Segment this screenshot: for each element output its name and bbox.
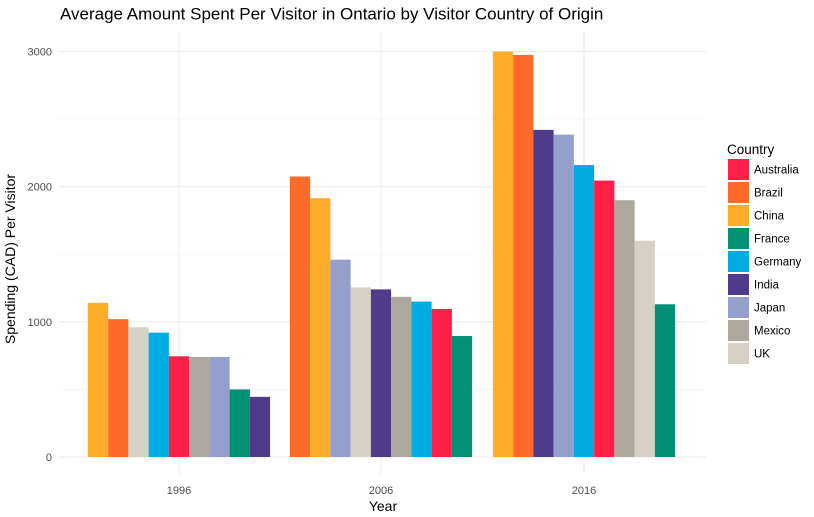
bar-germany-2006 (411, 301, 432, 457)
bar-china-2006 (310, 198, 331, 458)
bar-china-1996 (87, 302, 109, 457)
bar-japan-1996 (209, 356, 230, 457)
y-axis-label: Spending (CAD) Per Visitor (2, 174, 18, 344)
x-axis-ticks: 1996 2006 2016 (167, 485, 596, 497)
bar-brazil-2016 (513, 54, 534, 458)
legend-label-uk: UK (754, 349, 770, 361)
bar-japan-2006 (330, 259, 351, 457)
bar-japan-2016 (553, 134, 574, 457)
bar-france-2006 (451, 336, 473, 457)
bar-france-1996 (229, 389, 250, 457)
bar-uk-1996 (128, 327, 149, 457)
chart-title: Average Amount Spent Per Visitor in Onta… (60, 5, 603, 24)
x-tick-label: 2016 (572, 485, 596, 497)
bar-australia-2006 (431, 308, 452, 457)
legend-swatch-mexico (728, 320, 749, 341)
y-tick-label: 2000 (28, 182, 52, 194)
legend-swatch-japan (728, 297, 749, 318)
bar-brazil-1996 (108, 319, 129, 457)
legend-label-mexico: Mexico (754, 326, 790, 338)
bar-brazil-2006 (289, 176, 311, 457)
legend-swatch-china (728, 205, 749, 226)
bar-mexico-1996 (189, 356, 210, 457)
legend-items: Australia Brazil China France Germany India Ja… (728, 159, 802, 364)
bar-australia-2016 (594, 180, 615, 457)
y-axis-ticks: 0 1000 2000 3000 (28, 47, 52, 465)
legend-label-brazil: Brazil (754, 188, 783, 200)
legend-swatch-australia (728, 159, 749, 180)
bar-india-1996 (249, 396, 271, 457)
bar-india-2016 (533, 129, 554, 457)
bar-germany-1996 (148, 332, 169, 457)
bar-france-2016 (654, 304, 676, 457)
legend-swatch-uk (728, 343, 749, 364)
legend-label-japan: Japan (754, 303, 785, 315)
bar-mexico-2016 (614, 200, 635, 457)
x-tick-label: 1996 (167, 485, 191, 497)
legend-label-france: France (754, 234, 790, 246)
bar-uk-2006 (350, 287, 371, 457)
legend-label-australia: Australia (754, 165, 799, 177)
x-tick-label: 2006 (369, 485, 393, 497)
y-tick-label: 0 (46, 452, 52, 464)
bar-china-2016 (492, 51, 514, 457)
legend-title: Country (727, 142, 775, 157)
legend-swatch-france (728, 228, 749, 249)
bar-india-2006 (370, 289, 392, 457)
bars (87, 51, 676, 458)
bar-germany-2016 (573, 165, 595, 458)
legend-label-china: China (754, 211, 785, 223)
legend-swatch-india (728, 274, 749, 295)
bar-australia-1996 (168, 356, 190, 457)
bar-uk-2016 (634, 240, 655, 457)
x-axis-label: Year (369, 498, 398, 514)
legend: Country Australia Brazil China France German… (727, 142, 802, 364)
legend-swatch-germany (728, 251, 749, 272)
legend-label-germany: Germany (754, 257, 802, 269)
bar-mexico-2006 (391, 296, 412, 457)
y-tick-label: 3000 (28, 47, 52, 59)
legend-label-india: India (754, 280, 780, 292)
legend-swatch-brazil (728, 182, 749, 203)
y-tick-label: 1000 (28, 317, 52, 329)
